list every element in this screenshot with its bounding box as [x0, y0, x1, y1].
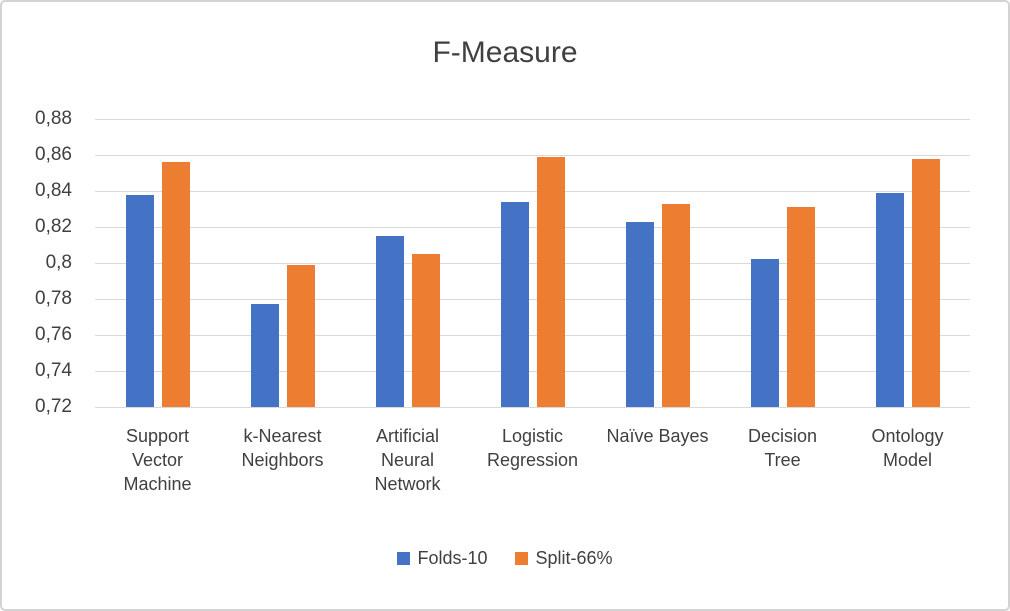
bar-folds-10-2	[250, 304, 279, 407]
x-category-label-7: Ontology Model	[871, 426, 944, 470]
gridline	[95, 406, 970, 408]
gridline	[95, 226, 970, 228]
bar-split-66--2	[286, 264, 315, 407]
bar-split-66--5	[661, 203, 690, 407]
y-axis: 0,88 0,86 0,84 0,82 0,8 0,78 0,76 0,74 0,72	[2, 108, 72, 417]
y-tick-label: 0,72	[35, 396, 72, 417]
legend-label: Folds-10	[417, 548, 488, 568]
chart-title: F-Measure	[432, 36, 578, 69]
gridline	[95, 262, 970, 264]
bar-split-66--7	[911, 158, 940, 407]
x-category-label-5: Naïve Bayes	[606, 426, 709, 446]
bar-group-2	[220, 119, 345, 407]
y-tick-label: 0,78	[35, 288, 72, 309]
x-category-label-1: Support Vector Machine	[123, 426, 192, 494]
gridline	[95, 298, 970, 300]
gridline	[95, 370, 970, 372]
x-axis: Support Vector Machine k-Nearest Neighbor…	[95, 424, 970, 496]
bar-folds-10-6	[750, 259, 779, 407]
gridline	[95, 334, 970, 336]
bar-group-6	[720, 119, 845, 407]
legend-label: Split-66%	[535, 548, 613, 568]
legend-item-split-66-: Split-66%	[515, 548, 613, 569]
bar-split-66--1	[161, 162, 190, 407]
bar-group-7	[845, 119, 970, 407]
bar-folds-10-3	[375, 236, 404, 407]
gridline	[95, 190, 970, 192]
y-tick-label: 0,84	[35, 180, 72, 201]
bar-folds-10-7	[875, 192, 904, 407]
bar-group-1	[95, 119, 220, 407]
y-tick-label: 0,86	[35, 144, 72, 165]
plot-area	[95, 118, 970, 408]
bar-group-3	[345, 119, 470, 407]
legend-item-folds-10: Folds-10	[397, 548, 487, 569]
gridline	[95, 154, 970, 156]
y-tick-label: 0,74	[35, 360, 72, 381]
bar-folds-10-1	[125, 194, 154, 407]
bar-split-66--6	[786, 207, 815, 407]
bar-folds-10-5	[625, 221, 654, 407]
x-category-label-2: k-Nearest Neighbors	[241, 426, 324, 470]
legend-swatch-icon	[397, 552, 411, 565]
bar-split-66--4	[536, 156, 565, 407]
bar-group-4	[470, 119, 595, 407]
bar-split-66--3	[411, 254, 440, 407]
legend-swatch-icon	[515, 552, 529, 565]
x-category-label-6: Decision Tree	[747, 426, 818, 470]
gridline	[95, 118, 970, 120]
bar-folds-10-4	[500, 201, 529, 407]
x-category-label-4: Logistic Regression	[486, 426, 579, 470]
x-category-label-3: Artificial Neural Network	[374, 426, 441, 494]
bar-group-5	[595, 119, 720, 407]
y-tick-label: 0,88	[35, 108, 72, 129]
y-tick-label: 0,76	[35, 324, 72, 345]
y-tick-label: 0,82	[35, 216, 72, 237]
y-tick-label: 0,8	[45, 252, 72, 273]
legend: Folds-10 Split-66%	[2, 548, 1008, 569]
